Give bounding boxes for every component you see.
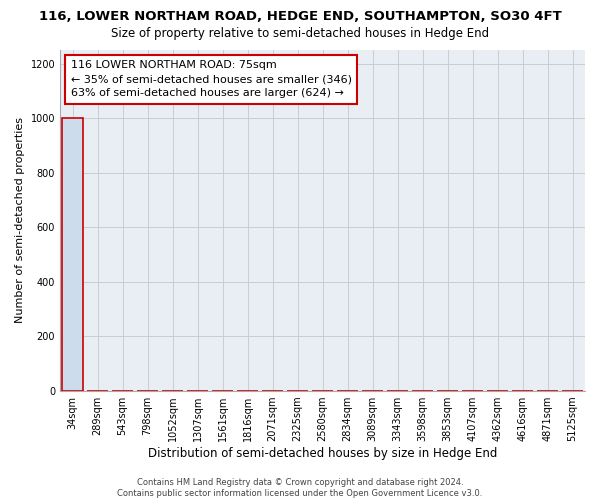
Y-axis label: Number of semi-detached properties: Number of semi-detached properties: [15, 118, 25, 324]
Text: Contains HM Land Registry data © Crown copyright and database right 2024.
Contai: Contains HM Land Registry data © Crown c…: [118, 478, 482, 498]
Bar: [62, 118, 83, 391]
Text: 116 LOWER NORTHAM ROAD: 75sqm
← 35% of semi-detached houses are smaller (346)
63: 116 LOWER NORTHAM ROAD: 75sqm ← 35% of s…: [71, 60, 352, 98]
Text: 116, LOWER NORTHAM ROAD, HEDGE END, SOUTHAMPTON, SO30 4FT: 116, LOWER NORTHAM ROAD, HEDGE END, SOUT…: [38, 10, 562, 23]
Text: Size of property relative to semi-detached houses in Hedge End: Size of property relative to semi-detach…: [111, 28, 489, 40]
X-axis label: Distribution of semi-detached houses by size in Hedge End: Distribution of semi-detached houses by …: [148, 447, 497, 460]
